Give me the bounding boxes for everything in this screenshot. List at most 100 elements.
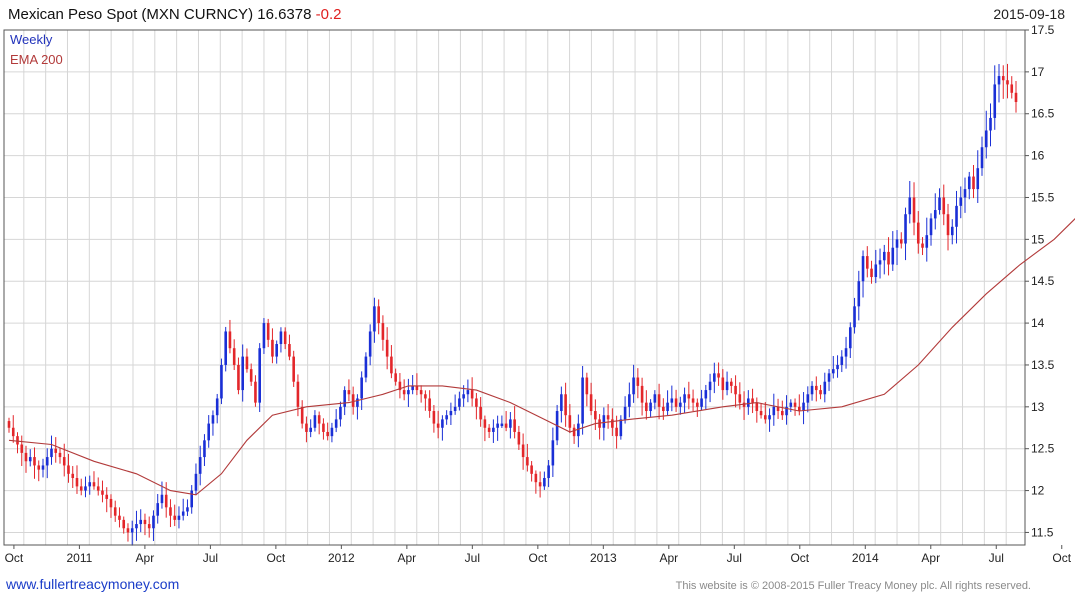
candle-body — [249, 369, 253, 382]
candle-body — [11, 427, 15, 437]
candle-body — [967, 176, 971, 190]
x-tick-label: Jul — [203, 551, 218, 565]
candle-body — [326, 431, 329, 437]
candle-body — [594, 411, 597, 420]
candle-body — [921, 243, 924, 248]
candle-body — [258, 348, 261, 403]
candle-body — [377, 306, 380, 324]
candle-body — [1010, 84, 1014, 93]
candle-body — [611, 419, 614, 428]
candle-body — [925, 235, 929, 248]
candle-body — [666, 402, 669, 412]
y-tick-label: 11.5 — [1031, 525, 1054, 539]
candle-body — [530, 465, 533, 474]
candle-body — [194, 473, 198, 491]
candle-body — [589, 394, 593, 412]
candle-body — [725, 381, 729, 391]
candle-body — [942, 197, 946, 215]
candle-body — [946, 214, 950, 236]
site-link[interactable]: www.fullertreacymoney.com — [6, 576, 180, 592]
candle-body — [28, 457, 32, 462]
candle-body — [572, 427, 576, 437]
y-tick-label: 12 — [1031, 484, 1045, 498]
candle-body — [398, 381, 402, 391]
candle-body — [734, 385, 737, 395]
candle-body — [950, 226, 954, 236]
candle-body — [415, 385, 419, 391]
candle-body — [237, 364, 240, 391]
candle-body — [50, 448, 53, 458]
candle-body — [45, 457, 49, 466]
candle-body — [865, 256, 869, 269]
candle-body — [394, 373, 397, 382]
candle-body — [1006, 80, 1009, 85]
candle-body — [84, 486, 87, 491]
title-text: Mexican Peso Spot (MXN CURNCY) 16.6378 — [8, 6, 312, 23]
x-tick-label: 2014 — [852, 551, 879, 565]
candle-body — [933, 210, 937, 219]
candle-body — [1014, 92, 1018, 103]
candle-body — [959, 197, 963, 206]
candle-body — [24, 452, 28, 462]
candle-body — [466, 390, 470, 395]
candle-body — [564, 394, 567, 416]
candle-body — [186, 507, 189, 512]
y-tick-label: 13 — [1031, 400, 1045, 414]
candle-body — [254, 381, 257, 403]
candle-body — [181, 511, 185, 516]
candle-body — [640, 385, 644, 403]
candle-body — [972, 176, 975, 190]
candle-body — [381, 323, 385, 340]
candle-body — [632, 377, 635, 395]
candle-body — [411, 385, 414, 391]
candle-body — [266, 323, 270, 340]
candle-body — [989, 117, 992, 131]
candle-body — [615, 427, 618, 437]
candle-body — [717, 373, 720, 378]
candle-body — [390, 356, 393, 374]
candle-body — [730, 381, 733, 386]
candle-body — [806, 394, 810, 403]
candle-body — [160, 494, 164, 504]
candle-body — [904, 214, 907, 244]
candle-body — [619, 419, 623, 437]
candle-body — [475, 398, 478, 407]
candle-body — [853, 306, 856, 328]
candle-body — [568, 415, 572, 428]
candle-body — [147, 524, 151, 529]
candle-body — [173, 515, 177, 520]
candle-body — [271, 339, 274, 357]
candle-body — [177, 515, 181, 520]
x-tick-label: 2013 — [590, 551, 617, 565]
candle-body — [547, 465, 550, 479]
candle-body — [275, 344, 278, 357]
candles — [7, 63, 1018, 546]
chart-date: 2015-09-18 — [993, 6, 1065, 22]
candle-body — [245, 356, 249, 370]
candle-body — [1001, 76, 1005, 81]
candle-body — [126, 528, 130, 533]
copyright-notice: This website is © 2008-2015 Fuller Treac… — [675, 580, 1031, 592]
candle-body — [198, 457, 202, 474]
candle-body — [424, 394, 427, 399]
candle-body — [347, 390, 351, 395]
candle-body — [20, 444, 24, 453]
candle-body — [428, 398, 431, 412]
grid-lines — [4, 29, 1025, 545]
candle-body — [402, 390, 406, 395]
candle-body — [211, 415, 215, 424]
candle-body — [802, 402, 805, 412]
candle-body — [755, 402, 759, 412]
candle-body — [118, 515, 121, 520]
candle-body — [483, 419, 487, 428]
candle-body — [916, 222, 920, 244]
y-tick-label: 15.5 — [1031, 190, 1055, 204]
candle-body — [781, 411, 784, 416]
candle-body — [232, 348, 236, 365]
x-tick-label: Apr — [398, 551, 417, 565]
candle-body — [419, 390, 423, 395]
y-tick-label: 15 — [1031, 232, 1045, 246]
candle-body — [339, 406, 342, 420]
candle-body — [262, 323, 266, 349]
candle-body — [899, 239, 903, 244]
